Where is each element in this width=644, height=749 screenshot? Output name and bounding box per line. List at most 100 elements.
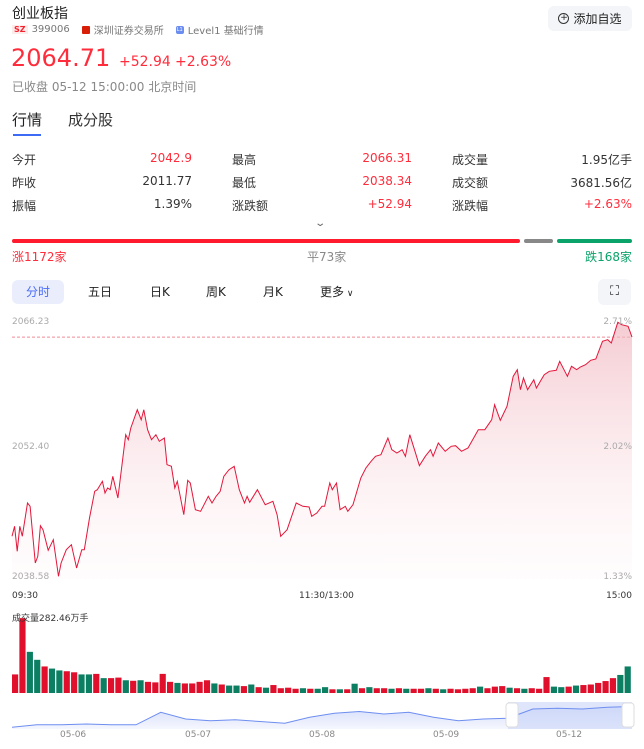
volume-bar xyxy=(366,687,373,693)
volume-bar xyxy=(351,683,358,693)
navigator-date-label: 05-07 xyxy=(185,730,212,740)
volume-bar xyxy=(26,651,33,693)
market-badge: SZ xyxy=(12,25,28,34)
volume-bar xyxy=(543,677,550,693)
breadth-down-bar xyxy=(557,239,632,243)
navigator-date-label: 05-12 xyxy=(556,730,583,740)
volume-bar xyxy=(587,684,594,693)
x-tick-midday: 11:30/13:00 xyxy=(299,591,354,601)
volume-bar xyxy=(277,688,284,693)
volume-bar xyxy=(329,689,336,693)
volume-bar xyxy=(248,684,255,693)
volume-bar xyxy=(144,681,152,693)
volume-bar xyxy=(477,686,484,693)
volume-bar xyxy=(270,685,277,693)
stat-value: 1.95亿手 xyxy=(581,153,632,167)
volume-bar xyxy=(189,683,196,693)
volume-bar xyxy=(122,680,129,693)
volume-bar xyxy=(506,687,513,693)
volume-bar xyxy=(447,688,454,693)
navigator-area xyxy=(12,706,632,729)
data-level: Level1 基础行情 xyxy=(187,26,264,37)
level1-icon: L1 xyxy=(175,25,184,34)
volume-bar xyxy=(307,688,314,693)
volume-bar xyxy=(565,686,572,693)
navigator-left-handle xyxy=(505,702,519,728)
y-tick-left-bottom: 2038.58 xyxy=(12,572,50,582)
volume-bar xyxy=(344,689,351,693)
volume-bar xyxy=(572,685,580,693)
period-tab-monthly[interactable]: 月K xyxy=(263,285,283,299)
period-tab-intraday[interactable]: 分时 xyxy=(12,280,64,304)
y-tick-left-mid: 2052.40 xyxy=(12,442,50,452)
volume-bar xyxy=(425,688,432,693)
volume-bar xyxy=(63,671,70,693)
price-change-pct: +2.63% xyxy=(175,54,232,70)
y-tick-right-bottom: 1.33% xyxy=(603,572,632,582)
volume-bar xyxy=(462,688,469,693)
volume-chart xyxy=(12,618,631,693)
stat-value: 3681.56亿 xyxy=(570,176,632,190)
price-area xyxy=(12,322,632,579)
volume-bar xyxy=(12,674,19,693)
stat-value: 2042.9 xyxy=(150,151,192,165)
volume-bar xyxy=(78,674,85,693)
volume-bar xyxy=(410,688,417,693)
china-flag-icon xyxy=(81,25,90,34)
volume-bar xyxy=(203,680,211,693)
volume-bar xyxy=(388,688,395,693)
volume-bar xyxy=(93,673,100,693)
navigator-window xyxy=(508,702,632,729)
volume-bar xyxy=(528,688,535,693)
tab-quote[interactable]: 行情 xyxy=(12,111,43,129)
volume-bar xyxy=(602,681,609,693)
period-tab-daily[interactable]: 日K xyxy=(150,285,170,299)
plus-circle-icon: + xyxy=(558,13,570,24)
period-tab-5day[interactable]: 五日 xyxy=(88,285,113,299)
breadth-down-label: 跌168家 xyxy=(585,250,632,264)
breadth-up-bar xyxy=(12,239,520,243)
volume-bar xyxy=(196,681,203,693)
stat-value: 2066.31 xyxy=(362,151,412,165)
volume-bar xyxy=(292,688,299,693)
volume-bar xyxy=(226,685,233,693)
volume-bar xyxy=(34,659,41,693)
volume-bar xyxy=(56,670,63,693)
expand-chevron-icon[interactable]: ⌄ xyxy=(314,218,327,229)
volume-bar xyxy=(181,683,188,693)
volume-bar xyxy=(403,688,410,693)
add-watchlist-button[interactable]: + 添加自选 xyxy=(548,6,632,31)
stat-value: +2.63% xyxy=(583,197,632,211)
breadth-flat-label: 平73家 xyxy=(307,250,347,264)
market-status: 已收盘 05-12 15:00:00 北京时间 xyxy=(12,80,197,94)
volume-bar xyxy=(322,687,329,693)
volume-bar xyxy=(381,688,388,693)
date-navigator[interactable] xyxy=(0,700,644,732)
stat-value: 2011.77 xyxy=(142,174,192,188)
intraday-chart[interactable] xyxy=(0,310,644,610)
stat-value: +52.94 xyxy=(367,197,412,211)
stat-label: 今开 xyxy=(12,153,37,167)
y-tick-right-top: 2.71% xyxy=(603,317,632,327)
period-tab-more[interactable]: 更多 ∨ xyxy=(320,280,353,304)
volume-bar xyxy=(100,678,107,693)
volume-bar xyxy=(255,687,262,693)
x-tick-open: 09:30 xyxy=(12,591,38,601)
fullscreen-button[interactable]: ⛶ xyxy=(598,279,631,305)
index-title: 创业板指 xyxy=(12,6,68,22)
stat-label: 涨跌额 xyxy=(232,199,269,213)
period-tab-weekly[interactable]: 周K xyxy=(206,285,226,299)
volume-bar xyxy=(159,673,166,693)
volume-bar xyxy=(85,674,92,693)
add-watchlist-label: 添加自选 xyxy=(573,12,622,26)
volume-bar xyxy=(499,686,506,693)
volume-bar xyxy=(218,684,225,693)
volume-bar xyxy=(491,686,498,693)
index-code: 399006 xyxy=(31,24,70,35)
volume-bar xyxy=(609,678,617,693)
volume-bar xyxy=(513,688,521,693)
volume-bar xyxy=(454,689,462,693)
volume-bar xyxy=(115,677,122,693)
breadth-up-label: 涨1172家 xyxy=(12,250,67,264)
tab-constituents[interactable]: 成分股 xyxy=(68,111,114,129)
